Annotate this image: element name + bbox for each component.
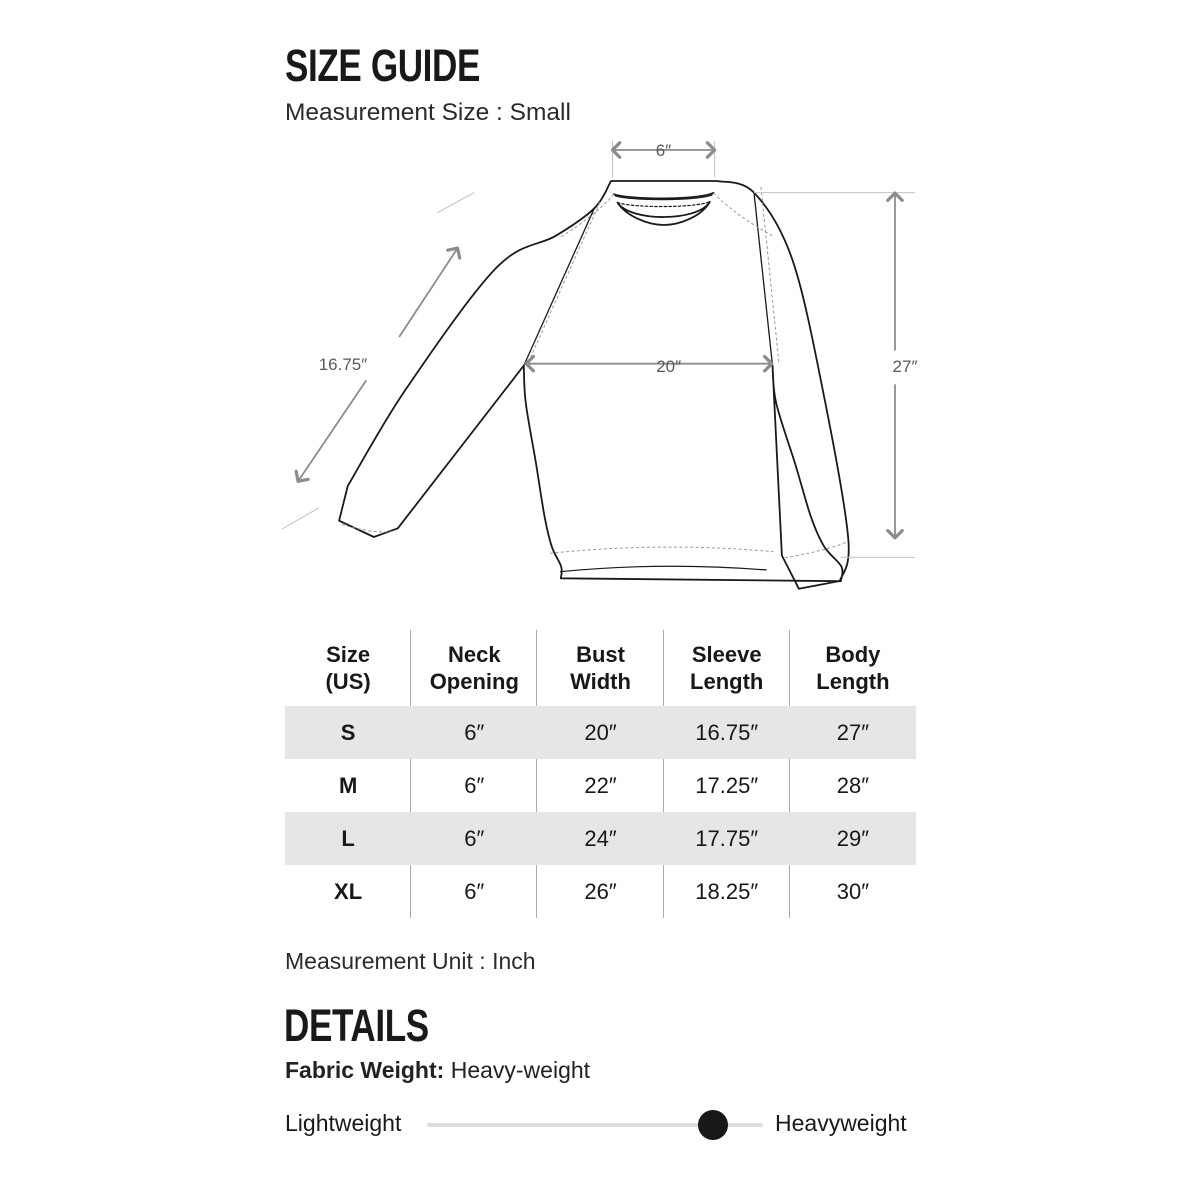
svg-text:27″: 27″ xyxy=(893,357,918,376)
svg-text:6″: 6″ xyxy=(656,141,671,160)
svg-text:20″: 20″ xyxy=(656,357,681,376)
svg-text:16.75″: 16.75″ xyxy=(319,355,368,374)
